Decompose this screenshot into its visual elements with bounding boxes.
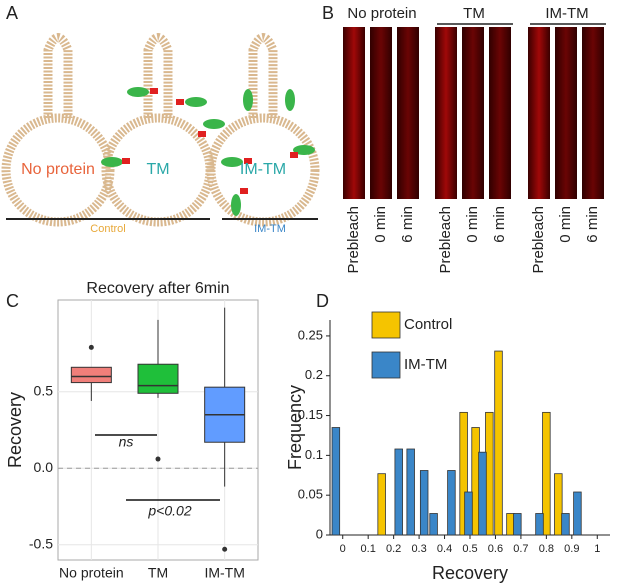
x-axis-label: Recovery	[432, 563, 508, 583]
column-label: Prebleach	[437, 206, 454, 274]
x-tick-label: 0	[340, 543, 346, 555]
group-label: IM-TM	[254, 223, 286, 235]
x-tick-label: 1	[594, 543, 600, 555]
protein-icons	[101, 87, 315, 216]
panel-letter: A	[6, 3, 18, 23]
legend-label: IM-TM	[404, 356, 447, 373]
column-label: Prebleach	[530, 206, 547, 274]
bar	[478, 451, 487, 536]
x-tick-label: 0.3	[411, 543, 426, 555]
x-tick-label: 0.9	[564, 543, 579, 555]
bar	[447, 470, 456, 536]
y-tick-label: 0.5	[34, 382, 54, 398]
image-strip	[397, 27, 419, 199]
bar	[331, 427, 341, 536]
image-strip	[370, 27, 392, 199]
y-tick-label: 0.2	[305, 367, 323, 382]
panel-c: C Recovery after 6min No protein TM IM-TM -0.…	[5, 280, 259, 581]
image-strip	[343, 27, 365, 199]
x-tick-label: 0.2	[386, 543, 401, 555]
image-strip	[528, 27, 550, 199]
column-label: Prebleach	[345, 206, 362, 274]
y-tick-label: 0.0	[34, 459, 54, 475]
x-tick-label: 0.6	[488, 543, 503, 555]
group-heading: No protein	[347, 5, 416, 22]
bar	[494, 350, 503, 536]
panel-letter: C	[6, 291, 19, 311]
y-tick-label: -0.5	[29, 535, 53, 551]
x-tick-label: 0.8	[539, 543, 554, 555]
vesicle-label: TM	[146, 161, 169, 178]
y-tick-label: 0.05	[298, 487, 323, 502]
y-axis-label: Frequency	[285, 385, 305, 470]
bar	[394, 448, 403, 536]
legend-swatch	[371, 351, 401, 379]
annotation: ns	[119, 434, 134, 450]
y-tick-label: 0.1	[305, 447, 323, 462]
image-strip	[462, 27, 484, 199]
image-strip	[489, 27, 511, 199]
column-label: 6 min	[584, 206, 601, 243]
column-label: 6 min	[491, 206, 508, 243]
bar	[429, 513, 438, 536]
image-strip	[582, 27, 604, 199]
x-tick-label: 0.1	[361, 543, 376, 555]
bar	[561, 513, 570, 536]
x-tick-label: 0.7	[513, 543, 528, 555]
panel-letter: B	[322, 3, 334, 23]
outlier	[88, 344, 94, 350]
panel-letter: D	[316, 291, 329, 311]
bar	[464, 491, 473, 536]
y-tick-label: 0	[316, 526, 323, 541]
bar	[554, 473, 563, 536]
column-label: 0 min	[557, 206, 574, 243]
panel-b: No protein Prebleach 0 min 6 min TM Prebleach…	[343, 5, 606, 274]
bar	[377, 473, 386, 536]
bar	[406, 448, 415, 536]
legend-label: Control	[404, 316, 452, 333]
vesicle-drawings	[1, 33, 320, 227]
bar	[542, 411, 551, 536]
bar	[535, 513, 544, 536]
column-label: 0 min	[464, 206, 481, 243]
group-heading: TM	[463, 5, 485, 22]
x-tick-label: IM-TM	[204, 565, 244, 581]
image-strip	[555, 27, 577, 199]
annotation: p<0.02	[147, 503, 191, 519]
legend-swatch	[371, 311, 401, 339]
vesicle-label: No protein	[21, 161, 95, 178]
chart-title: Recovery after 6min	[86, 280, 229, 297]
group-heading: IM-TM	[545, 5, 588, 22]
outlier	[222, 546, 228, 552]
bar	[419, 470, 429, 536]
outlier	[155, 456, 161, 462]
x-tick-label: TM	[148, 565, 168, 581]
y-tick-label: 0.25	[298, 327, 323, 342]
vesicle-label: IM-TM	[240, 161, 286, 178]
x-tick-label: No protein	[59, 565, 124, 581]
box	[137, 363, 179, 394]
x-tick-label: 0.4	[437, 543, 452, 555]
box	[70, 366, 112, 384]
column-label: 6 min	[399, 206, 416, 243]
bar	[573, 491, 582, 536]
group-label: Control	[90, 223, 125, 235]
column-label: 0 min	[372, 206, 389, 243]
y-axis-label: Recovery	[5, 392, 25, 468]
y-tick-label: 0.15	[298, 407, 323, 422]
bar	[513, 513, 522, 536]
image-strip	[435, 27, 457, 199]
bar	[459, 411, 468, 536]
panel-d: D 0 0.05 0.1 0.15 0.2 0.25 0 0.1 0.2 0.3 0.4 0.5 0.6 0…	[285, 291, 610, 583]
x-tick-label: 0.5	[462, 543, 477, 555]
